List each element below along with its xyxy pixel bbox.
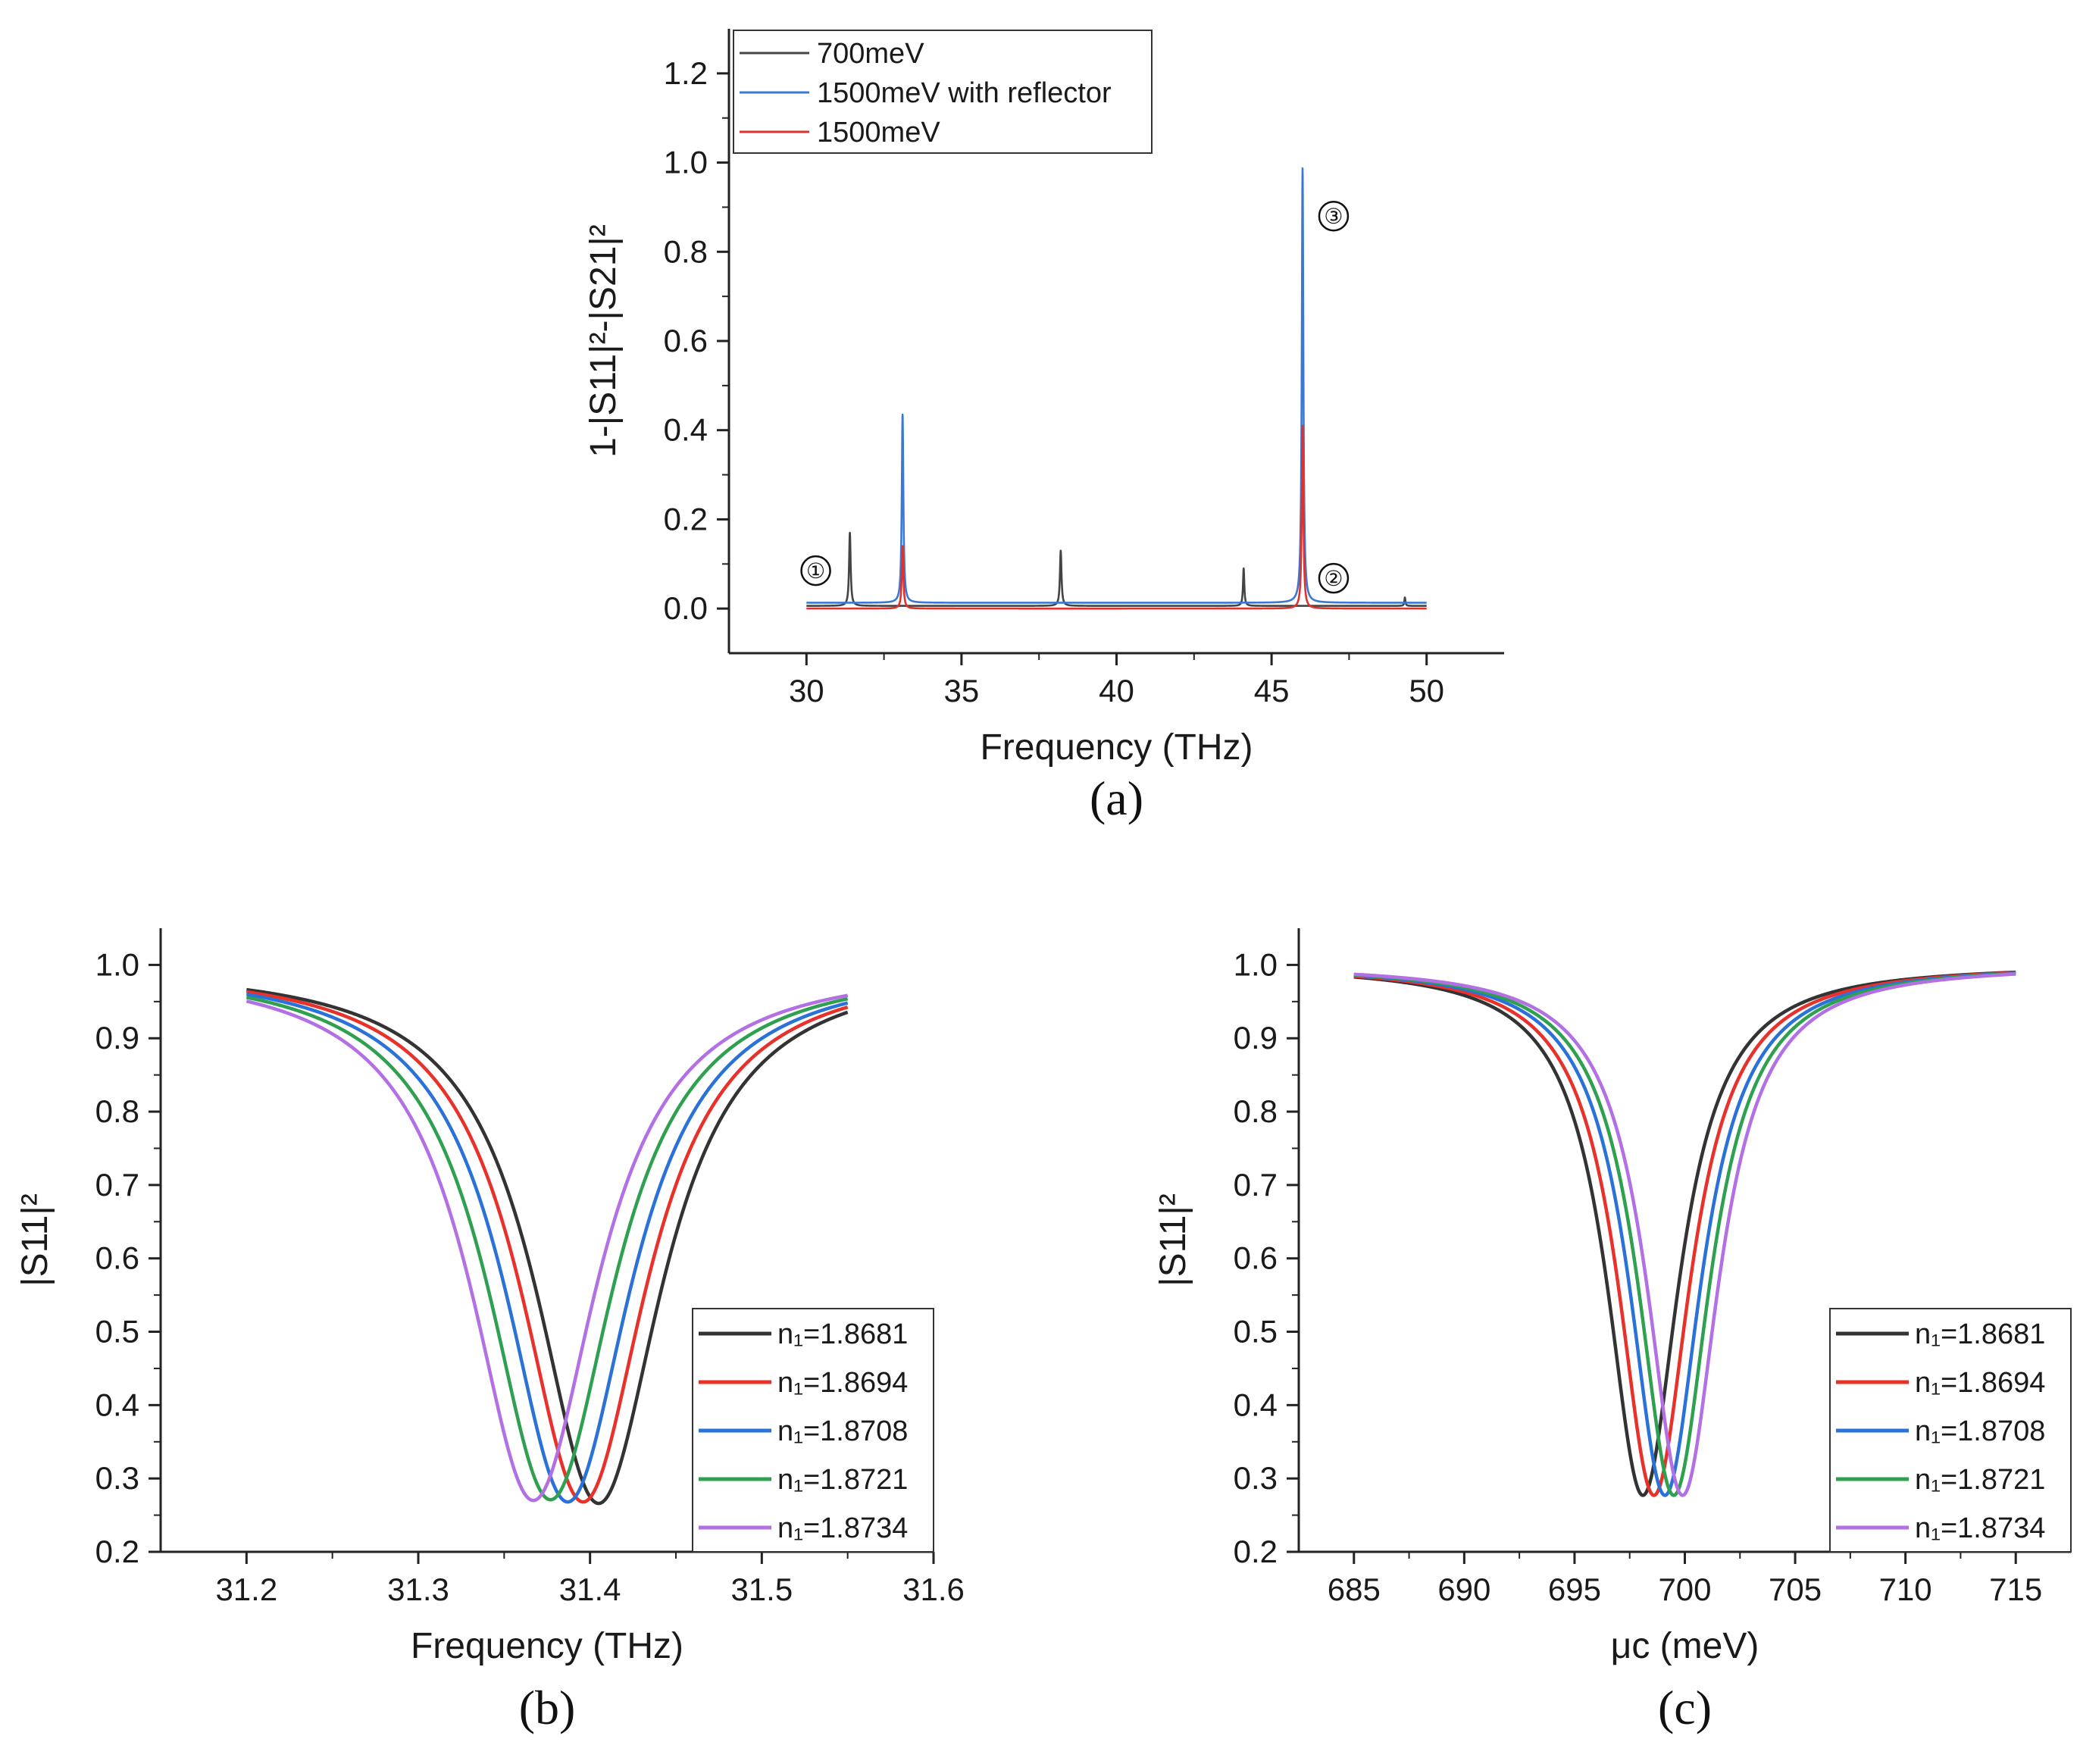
y-tick-label: 0.3 xyxy=(95,1460,139,1496)
x-tick-label: 50 xyxy=(1409,673,1444,708)
x-tick-label: 35 xyxy=(944,673,980,708)
y-tick-label: 0.0 xyxy=(664,590,708,626)
series-line-b-1 xyxy=(245,990,849,1504)
y-tick-label: 0.6 xyxy=(1234,1240,1278,1276)
legend-label: n₁=1.8708 xyxy=(777,1415,908,1447)
legend-label: n₁=1.8708 xyxy=(1915,1415,2045,1447)
y-axis-title: 1-|S11|²-|S21|² xyxy=(583,224,624,458)
x-tick-label: 31.6 xyxy=(902,1572,965,1607)
annotation-circle xyxy=(800,555,831,586)
panel-c: 685 690 695 700 705 710 715 0.2 0.3 0.4 0.5 0.6 0.7 0… xyxy=(1153,928,2072,1734)
x-tick-label: 700 xyxy=(1658,1572,1711,1607)
y-tick-label: 0.4 xyxy=(1234,1387,1278,1422)
series-line-a-2 xyxy=(805,424,1428,610)
x-tick-label: 710 xyxy=(1879,1572,1932,1607)
y-axis-title: |S11|² xyxy=(1153,1193,1193,1287)
legend-label: n₁=1.8734 xyxy=(777,1512,908,1544)
y-tick-label: 0.4 xyxy=(95,1387,139,1422)
y-tick-label: 0.4 xyxy=(664,412,708,448)
x-tick-label: 45 xyxy=(1254,673,1290,708)
y-tick-label: 0.3 xyxy=(1234,1460,1278,1496)
legend-label: n₁=1.8681 xyxy=(1915,1318,2045,1350)
x-axis-title: Frequency (THz) xyxy=(980,727,1253,768)
x-tick-label: 31.5 xyxy=(730,1572,793,1607)
x-tick-label: 30 xyxy=(789,673,824,708)
series-line-a-0 xyxy=(805,531,1428,607)
x-tick-label: 31.3 xyxy=(387,1572,449,1607)
annotation-label: ③ xyxy=(1324,205,1343,228)
legend-label: n₁=1.8681 xyxy=(777,1318,908,1350)
panel-caption: (b) xyxy=(519,1681,576,1734)
y-tick-label: 1.2 xyxy=(664,55,708,91)
legend-label: n₁=1.8721 xyxy=(777,1464,908,1496)
y-tick-label: 0.5 xyxy=(95,1314,139,1350)
y-tick-label: 0.2 xyxy=(664,501,708,536)
x-tick-label: 31.2 xyxy=(215,1572,277,1607)
y-tick-label: 1.0 xyxy=(95,946,139,982)
legend-label: n₁=1.8694 xyxy=(1915,1367,2045,1399)
series-line-b-0 xyxy=(245,987,849,1506)
legend-label: 700meV xyxy=(817,38,924,70)
annotation-label: ② xyxy=(1324,567,1343,590)
y-tick-label: 1.0 xyxy=(1234,946,1278,982)
y-tick-label: 0.8 xyxy=(1234,1093,1278,1129)
y-tick-label: 0.7 xyxy=(95,1167,139,1203)
y-tick-label: 0.8 xyxy=(95,1093,139,1129)
series-line-b-2 xyxy=(245,992,849,1504)
x-axis-title: Frequency (THz) xyxy=(411,1626,683,1666)
panel-a: 30 35 40 45 50 0.0 0.2 0.4 0.6 0.8 1.0 1.2 Frequency… xyxy=(583,29,1504,825)
panel-caption: (c) xyxy=(1658,1681,1712,1734)
series-line-a-1 xyxy=(805,167,1428,604)
y-tick-label: 0.2 xyxy=(1234,1534,1278,1569)
annotation-label: ① xyxy=(806,559,825,583)
y-tick-label: 0.6 xyxy=(95,1240,139,1276)
x-tick-label: 715 xyxy=(1989,1572,2042,1607)
series-line-b-4 xyxy=(245,993,849,1503)
x-tick-label: 685 xyxy=(1328,1572,1381,1607)
legend-label: n₁=1.8721 xyxy=(1915,1464,2045,1496)
y-tick-label: 0.9 xyxy=(1234,1020,1278,1056)
y-tick-label: 0.5 xyxy=(1234,1314,1278,1350)
legend-label: n₁=1.8694 xyxy=(777,1367,908,1399)
y-tick-label: 0.7 xyxy=(1234,1167,1278,1203)
y-tick-label: 0.6 xyxy=(664,323,708,358)
x-tick-label: 40 xyxy=(1099,673,1134,708)
x-axis-title: μc (meV) xyxy=(1611,1626,1759,1666)
legend-label: n₁=1.8734 xyxy=(1915,1512,2045,1544)
series-line-c-4 xyxy=(1353,972,2017,1497)
x-tick-label: 31.4 xyxy=(559,1572,621,1607)
y-tick-label: 0.2 xyxy=(95,1534,139,1569)
legend-label: 1500meV with reflector xyxy=(817,77,1112,109)
legend-label: 1500meV xyxy=(817,117,940,149)
y-axis-title: |S11|² xyxy=(15,1193,55,1287)
panel-b: 31.2 31.3 31.4 31.5 31.6 0.2 0.3 0.4 0.5 0.6 0.7 0.… xyxy=(15,928,965,1734)
x-tick-label: 690 xyxy=(1437,1572,1490,1607)
y-tick-label: 0.8 xyxy=(664,233,708,269)
annotation-circle xyxy=(1318,562,1350,594)
panel-caption: (a) xyxy=(1090,771,1143,825)
y-tick-label: 0.9 xyxy=(95,1020,139,1056)
x-tick-label: 695 xyxy=(1548,1572,1601,1607)
series-line-b-3 xyxy=(245,996,849,1502)
x-tick-label: 705 xyxy=(1769,1572,1822,1607)
y-tick-label: 1.0 xyxy=(664,145,708,180)
annotation-circle xyxy=(1318,200,1350,232)
